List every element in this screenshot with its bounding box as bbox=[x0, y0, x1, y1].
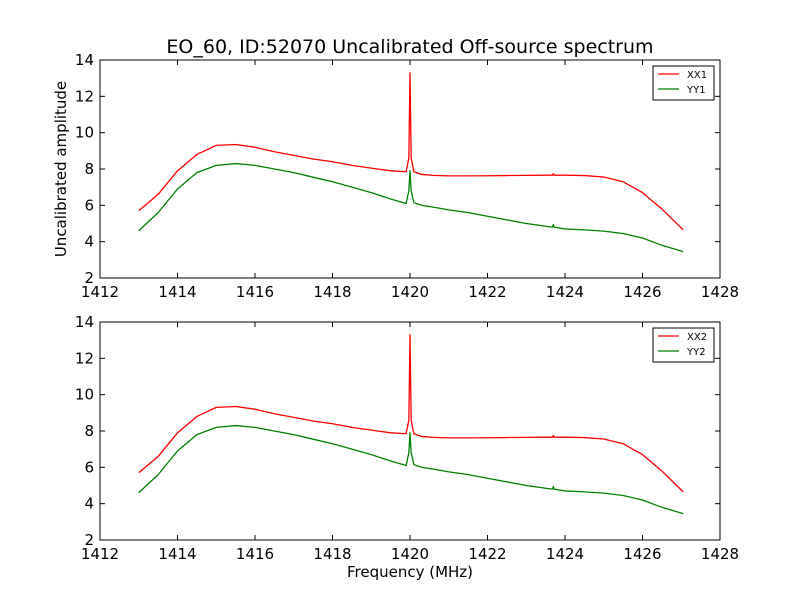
series-line-yy1 bbox=[138, 162, 684, 253]
subplot-2: 1412 1414 1416 1418 1420 1422 1424 1426 14282468… bbox=[75, 313, 739, 581]
x-tick-label: 1422 bbox=[468, 283, 506, 301]
x-tick-label: 1416 bbox=[236, 283, 274, 301]
x-tick-label: 1418 bbox=[313, 283, 351, 301]
legend-label-xx1: XX1 bbox=[687, 70, 707, 81]
y-tick-label: 4 bbox=[84, 233, 94, 251]
x-tick-label: 1420 bbox=[391, 283, 429, 301]
x-tick-label: 1422 bbox=[468, 545, 506, 563]
x-tick-label: 1424 bbox=[546, 283, 584, 301]
y-axis-label: Uncalibrated amplitude bbox=[52, 81, 70, 257]
series-line-xx2 bbox=[138, 334, 684, 493]
y-tick-label: 14 bbox=[75, 51, 94, 69]
x-tick-label: 1412 bbox=[81, 283, 119, 301]
legend-label-xx2: XX2 bbox=[687, 332, 707, 343]
y-tick-label: 6 bbox=[84, 458, 94, 476]
x-tick-label: 1420 bbox=[391, 545, 429, 563]
legend-label-yy2: YY2 bbox=[686, 347, 706, 358]
y-tick-label: 8 bbox=[84, 160, 94, 178]
y-tick-label: 10 bbox=[75, 386, 94, 404]
legend-frame bbox=[652, 327, 715, 363]
y-tick-label: 12 bbox=[75, 349, 94, 367]
subplot-panels: 1412 1414 1416 1418 1420 1422 1424 1426 14282468… bbox=[52, 51, 739, 581]
x-tick-label: 1428 bbox=[701, 545, 739, 563]
legend-label-yy1: YY1 bbox=[686, 85, 706, 96]
y-tick-label: 2 bbox=[84, 269, 94, 287]
x-tick-label: 1418 bbox=[313, 545, 351, 563]
x-tick-label: 1414 bbox=[158, 283, 196, 301]
x-tick-label: 1426 bbox=[623, 283, 661, 301]
y-tick-label: 10 bbox=[75, 124, 94, 142]
x-tick-label: 1414 bbox=[158, 545, 196, 563]
figure-title: EO_60, ID:52070 Uncalibrated Off-source … bbox=[166, 36, 653, 58]
y-tick-label: 2 bbox=[84, 531, 94, 549]
y-tick-label: 4 bbox=[84, 495, 94, 513]
series-line-xx1 bbox=[138, 72, 684, 231]
legend-frame bbox=[652, 65, 715, 101]
y-tick-label: 6 bbox=[84, 196, 94, 214]
subplot-1: 1412 1414 1416 1418 1420 1422 1424 1426 14282468… bbox=[52, 51, 739, 301]
x-tick-label: 1416 bbox=[236, 545, 274, 563]
series-line-yy2 bbox=[138, 424, 684, 515]
x-tick-label: 1424 bbox=[546, 545, 584, 563]
x-tick-label: 1426 bbox=[623, 545, 661, 563]
x-tick-label: 1428 bbox=[701, 283, 739, 301]
y-tick-label: 12 bbox=[75, 87, 94, 105]
x-tick-label: 1412 bbox=[81, 545, 119, 563]
y-tick-label: 8 bbox=[84, 422, 94, 440]
y-tick-label: 14 bbox=[75, 313, 94, 331]
x-axis-label: Frequency (MHz) bbox=[347, 563, 473, 581]
